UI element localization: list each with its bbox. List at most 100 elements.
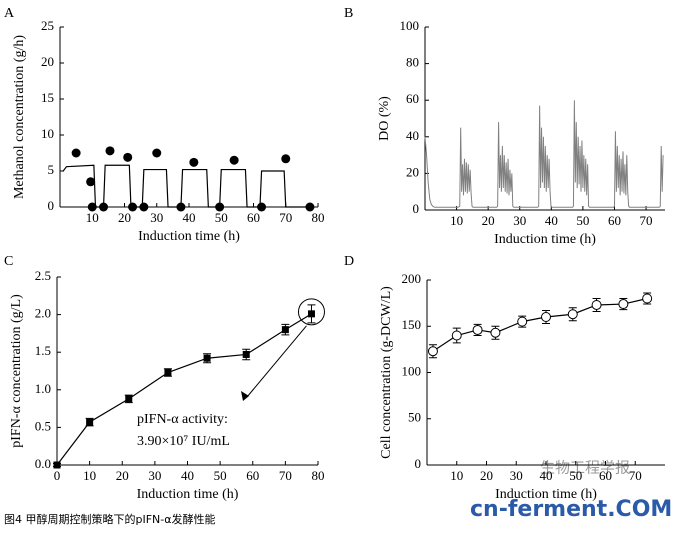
y-tick-label: 0.0 — [35, 456, 51, 471]
caption: 图4 甲醇周期控制策略下的pIFN-α发酵性能 — [4, 512, 216, 526]
marker — [642, 293, 653, 304]
panel-label: C — [4, 254, 13, 269]
y-tick-label: 100 — [400, 18, 420, 33]
marker — [203, 354, 211, 362]
x-axis-label: Induction time (h) — [138, 229, 240, 244]
x-tick-label: 10 — [83, 468, 96, 483]
marker — [618, 299, 629, 310]
y-tick-label: 2.0 — [35, 306, 51, 321]
marker — [189, 157, 199, 167]
y-axis-label: DO (%) — [377, 96, 392, 141]
marker — [281, 326, 289, 334]
x-tick-label: 30 — [513, 213, 526, 228]
x-tick-label: 40 — [545, 213, 558, 228]
marker — [567, 309, 578, 320]
x-tick-label: 50 — [569, 468, 582, 483]
arrow-head — [241, 391, 249, 401]
marker — [229, 155, 239, 165]
y-tick-label: 100 — [402, 363, 422, 378]
x-tick-label: 50 — [215, 210, 228, 225]
x-tick-label: 80 — [312, 210, 325, 225]
marker — [451, 330, 462, 341]
marker — [123, 152, 133, 162]
x-tick-label: 70 — [629, 468, 642, 483]
marker — [99, 202, 109, 212]
x-tick-label: 10 — [86, 210, 99, 225]
x-tick-label: 10 — [450, 468, 463, 483]
y-tick-label: 2.5 — [35, 268, 51, 283]
data-line — [56, 313, 312, 466]
y-tick-label: 150 — [402, 317, 422, 332]
marker — [152, 148, 162, 158]
x-tick-label: 10 — [450, 213, 463, 228]
marker — [427, 346, 438, 357]
panel-label: A — [4, 6, 15, 21]
marker — [242, 350, 250, 358]
watermark: cn-ferment.COM — [470, 497, 672, 522]
marker — [105, 146, 115, 156]
marker — [86, 177, 96, 187]
x-tick-label: 20 — [480, 468, 493, 483]
marker — [472, 324, 483, 335]
x-tick-label: 70 — [279, 210, 292, 225]
highlight-circle — [297, 298, 325, 326]
x-tick-label: 70 — [279, 468, 292, 483]
y-tick-label: 0 — [48, 198, 55, 213]
y-tick-label: 40 — [406, 128, 419, 143]
marker — [257, 202, 267, 212]
x-tick-label: 60 — [599, 468, 612, 483]
x-tick-label: 20 — [482, 213, 495, 228]
marker — [281, 154, 291, 164]
marker — [541, 312, 551, 322]
x-tick-label: 40 — [540, 468, 553, 483]
x-tick-label: 70 — [640, 213, 653, 228]
y-axis-label: Cell concentration (g-DCW/L) — [379, 286, 394, 459]
y-tick-label: 20 — [406, 164, 419, 179]
annotation-arrow — [246, 325, 307, 398]
y-tick-label: 10 — [41, 126, 54, 141]
y-tick-label: 0 — [413, 201, 420, 216]
x-tick-label: 60 — [246, 468, 259, 483]
y-tick-label: 25 — [41, 18, 54, 33]
y-tick-label: 50 — [408, 410, 421, 425]
y-tick-label: 1.0 — [35, 381, 51, 396]
annotation: 3.90×10⁷ IU/mL — [137, 434, 230, 449]
marker — [305, 202, 315, 212]
x-tick-label: 20 — [118, 210, 131, 225]
x-tick-label: 60 — [247, 210, 260, 225]
marker — [53, 461, 61, 469]
x-tick-label: 40 — [183, 210, 196, 225]
data-line — [432, 297, 648, 352]
x-tick-label: 60 — [608, 213, 621, 228]
y-tick-label: 1.5 — [35, 343, 51, 358]
x-tick-label: 30 — [510, 468, 523, 483]
y-axis-label: pIFN-α concentration (g/L) — [9, 294, 24, 448]
x-tick-label: 80 — [312, 468, 325, 483]
marker — [71, 148, 81, 158]
marker — [215, 202, 225, 212]
marker — [517, 316, 528, 327]
y-tick-label: 60 — [406, 91, 419, 106]
y-tick-label: 0 — [415, 456, 422, 471]
x-axis-label: Induction time (h) — [137, 487, 239, 502]
marker — [87, 202, 97, 212]
panel-label: B — [344, 6, 353, 21]
x-tick-label: 30 — [150, 210, 163, 225]
x-tick-label: 30 — [148, 468, 161, 483]
annotation: pIFN-α activity: — [137, 412, 228, 427]
x-tick-label: 20 — [116, 468, 129, 483]
y-tick-label: 80 — [406, 55, 419, 70]
y-tick-label: 0.5 — [35, 418, 51, 433]
y-tick-label: 200 — [402, 271, 422, 286]
y-tick-label: 15 — [41, 90, 54, 105]
x-axis-label: Induction time (h) — [495, 487, 597, 502]
marker — [128, 202, 138, 212]
x-tick-label: 0 — [54, 468, 61, 483]
x-tick-label: 50 — [576, 213, 589, 228]
y-tick-label: 20 — [41, 54, 54, 69]
marker — [139, 202, 149, 212]
marker — [591, 299, 602, 310]
x-axis-label: Induction time (h) — [494, 232, 596, 247]
marker — [490, 327, 501, 338]
